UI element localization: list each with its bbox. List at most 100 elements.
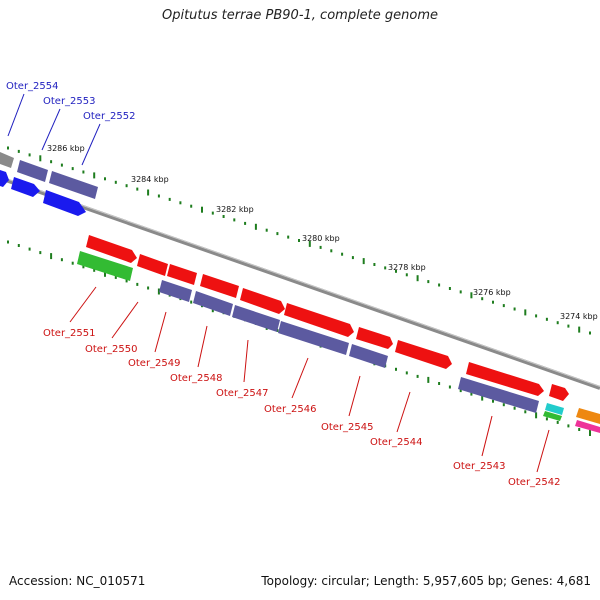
gene-label-oter-2549[interactable]: Oter_2549 [128,358,181,369]
scale-minor-dot [136,282,139,286]
gene-label-oter-2552[interactable]: Oter_2552 [83,111,136,122]
scale-minor-dot [222,215,225,218]
gene-oter-2548-red[interactable] [200,274,239,298]
scale-minor-dot [7,240,9,244]
genome-backbone [0,176,600,390]
scale-minor-dot [492,300,494,304]
gene-label-oter-2547[interactable]: Oter_2547 [216,388,269,399]
scale-labels: 3286 kbp 3284 kbp 3282 kbp 3280 kbp 3278… [47,144,598,321]
scale-minor-dot [71,261,74,265]
scale-minor-dot [287,235,290,239]
scale-minor-dot [351,256,354,260]
scale-minor-dot [492,399,494,403]
gene-oter-2545-red[interactable] [356,327,393,349]
gene-label-oter-2550[interactable]: Oter_2550 [85,344,138,355]
gene-oter-2549[interactable] [159,280,192,302]
scale-minor-dot [535,314,538,318]
scale-minor-dot [567,324,570,328]
scale-minor-dot [459,389,462,393]
upper-scale-ticks [7,146,591,335]
scale-minor-dot [319,245,322,249]
scale-minor-dot [395,367,397,371]
gene-label-oter-2542[interactable]: Oter_2542 [508,477,561,488]
scale-minor-dot [578,428,581,431]
scale-major-tick [470,292,473,299]
scale-minor-dot [190,204,193,208]
gene-oter-2543[interactable] [458,377,539,413]
scale-minor-dot [395,269,397,273]
scale-label-3274: 3274 kbp [560,312,598,321]
gene-oter-2542[interactable] [543,411,562,421]
scale-minor-dot [125,279,128,283]
gene-oter-2549-red[interactable] [167,264,197,285]
scale-minor-dot [28,153,31,157]
gene-oter-2551-red[interactable] [86,235,137,263]
gene-oter-2552[interactable] [43,190,86,216]
gene-label-oter-2545[interactable]: Oter_2545 [321,422,374,433]
scale-minor-dot [481,297,484,301]
gene-label-oter-2548[interactable]: Oter_2548 [170,373,223,384]
gene-label-oter-2544[interactable]: Oter_2544 [370,437,423,448]
scale-major-tick [201,206,203,213]
scale-minor-dot [17,149,20,153]
scale-minor-dot [427,280,430,284]
scale-minor-dot [589,331,591,335]
scale-label-3282: 3282 kbp [216,205,254,214]
scale-major-tick [147,189,150,196]
scale-major-tick [254,223,257,230]
gene-oter-2550[interactable] [137,254,168,276]
gene-oter-2542-red[interactable] [549,384,569,401]
scale-major-tick [535,412,538,419]
scale-minor-dot [448,287,451,290]
scale-minor-dot [405,371,408,375]
gene-label-oter-2553[interactable]: Oter_2553 [43,96,96,107]
scale-minor-dot [244,221,247,225]
map-title: Opitutus terrae PB90-1, complete genome [161,8,439,23]
scale-major-tick [481,394,484,401]
scale-minor-dot [341,252,344,256]
gene-oter-2545[interactable] [349,344,388,368]
scale-minor-dot [82,265,85,269]
gene-label-oter-2554[interactable]: Oter_2554 [6,81,59,92]
scale-minor-dot [179,201,182,205]
gene-oter-2541-pink[interactable] [575,420,600,433]
scale-minor-dot [60,258,63,262]
gene-oter-2555[interactable] [0,152,14,168]
scale-minor-dot [17,244,20,247]
gene-oter-2548[interactable] [193,291,233,316]
gene-label-oter-2543[interactable]: Oter_2543 [453,461,506,472]
gene-oter-2546-red[interactable] [284,303,354,337]
gene-oter-2544[interactable] [395,340,452,369]
gene-label-oter-2546[interactable]: Oter_2546 [264,404,317,415]
gene-oter-2542-cyan[interactable] [545,403,564,415]
scale-minor-dot [168,197,171,201]
gene-oter-2547-red[interactable] [240,288,285,314]
upper-strand-genes [0,152,98,216]
scale-minor-dot [502,403,505,407]
scale-minor-dot [136,187,139,191]
scale-label-3284: 3284 kbp [131,175,169,184]
gene-oter-2553-upper[interactable] [17,160,48,182]
scale-major-tick [578,326,581,333]
gene-oter-2546[interactable] [278,321,349,355]
lower-strand-genes [77,235,600,433]
gene-oter-2553[interactable] [11,177,40,197]
scale-minor-dot [448,385,451,389]
scale-major-tick [157,288,160,295]
gene-oter-2541-orange[interactable] [576,408,600,424]
scale-minor-dot [459,290,462,294]
scale-minor-dot [298,239,300,242]
scale-major-tick [416,275,419,282]
scale-minor-dot [265,228,268,232]
scale-minor-dot [114,275,117,279]
gene-oter-2547[interactable] [232,305,280,332]
gene-oter-2554[interactable] [0,170,9,187]
gene-oter-2552-upper[interactable] [49,171,98,199]
scale-major-tick [308,240,311,247]
gene-oter-2551[interactable] [77,251,133,281]
gene-label-oter-2551[interactable]: Oter_2551 [43,328,96,339]
scale-minor-dot [373,263,376,266]
scale-minor-dot [416,374,419,378]
scale-minor-dot [190,300,193,304]
gene-oter-2543-red[interactable] [466,362,544,396]
